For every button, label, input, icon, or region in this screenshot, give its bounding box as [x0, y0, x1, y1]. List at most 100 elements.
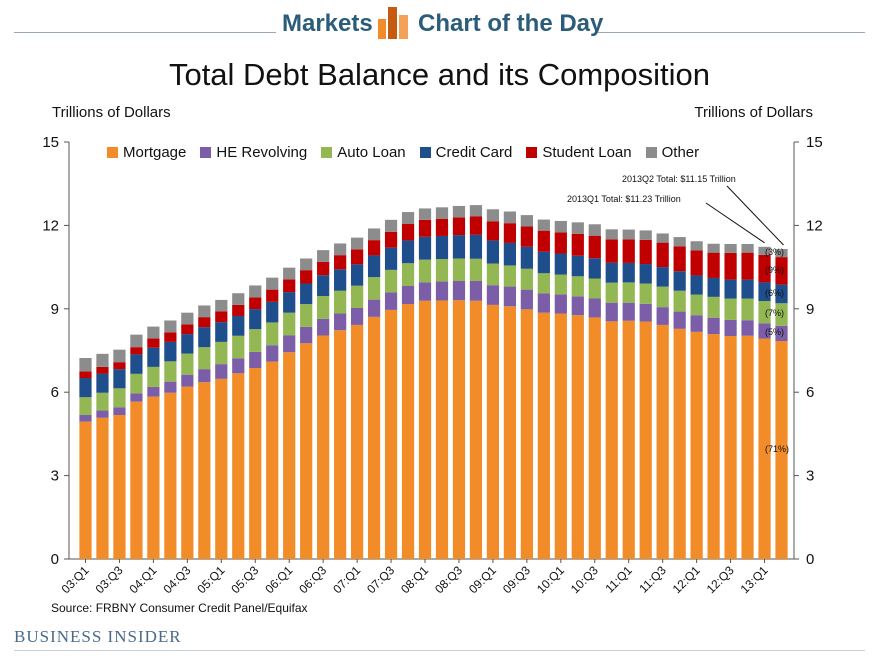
bar-segment-mortgage [198, 382, 211, 559]
bar-segment-other [537, 219, 550, 231]
bar-segment-student-loan [317, 261, 330, 276]
y-tick-label-left: 9 [51, 301, 59, 318]
bar-segment-he-revolving [775, 325, 788, 342]
bar-segment-mortgage [503, 306, 517, 559]
legend-item-credit-card: Credit Card [419, 144, 512, 161]
bar-segment-auto-loan [622, 282, 635, 303]
bar-segment-student-loan [537, 230, 550, 252]
legend-item-auto-loan: Auto Loan [321, 144, 406, 161]
bar-segment-student-loan [164, 332, 177, 342]
x-tick-label: 06:Q1 [262, 563, 295, 596]
x-tick-label: 13:Q1 [738, 563, 771, 596]
composition-label-student-loan: (9%) [765, 264, 785, 275]
bar-segment-mortgage [215, 378, 228, 559]
bar-segment-mortgage [384, 309, 398, 559]
bar-segment-credit-card [401, 240, 415, 264]
bar-segment-student-loan [283, 279, 296, 293]
bar-segment-other [350, 237, 364, 250]
bar-segment-student-loan [452, 217, 466, 236]
legend-item-he-revolving: HE Revolving [200, 144, 307, 161]
bar-segment-credit-card [215, 322, 228, 342]
bar-segment-auto-loan [113, 388, 126, 408]
bar-segment-student-loan [418, 219, 432, 237]
bar-segment-other [164, 320, 177, 333]
y-tick-label-right: 3 [806, 468, 814, 485]
bar-segment-mortgage [469, 300, 483, 559]
bar-segment-he-revolving [639, 303, 652, 322]
x-tick-label: 05:Q1 [194, 563, 227, 596]
bar-segment-student-loan [147, 338, 160, 348]
y-tick-label-left: 12 [42, 217, 59, 234]
bar-segment-credit-card [164, 341, 177, 362]
x-tick-label: 09:Q3 [500, 563, 533, 596]
y-tick-label-right: 15 [806, 134, 823, 151]
y-tick-label-left: 15 [42, 134, 59, 151]
bar-segment-student-loan [367, 240, 381, 256]
bar-segment-auto-loan [452, 258, 466, 281]
bar-segment-mortgage [147, 396, 160, 559]
bar-segment-auto-loan [571, 276, 584, 297]
legend-item-student-loan: Student Loan [526, 144, 632, 161]
bar-segment-auto-loan [317, 296, 330, 319]
bar-segment-credit-card [232, 316, 245, 336]
bar-segment-credit-card [283, 292, 296, 313]
y-tick-label-left: 0 [51, 551, 59, 568]
bar-segment-auto-loan [707, 296, 720, 318]
bar-segment-credit-card [249, 309, 262, 330]
bar-segment-student-loan [520, 226, 533, 247]
bar-segment-other [232, 293, 245, 305]
header-rule-left [14, 32, 276, 33]
chart-title: Total Debt Balance and its Composition [168, 57, 711, 92]
chart-of-day-logo-icon [378, 7, 408, 39]
bar-segment-auto-loan [283, 312, 296, 336]
bar-segment-credit-card [79, 378, 92, 398]
bar-segment-credit-card [469, 234, 483, 259]
bar-segment-credit-card [520, 246, 533, 269]
bar-segment-mortgage [317, 335, 330, 559]
bar-segment-he-revolving [690, 315, 703, 332]
bar-segment-mortgage [113, 414, 126, 559]
bar-segment-mortgage [486, 304, 500, 559]
bar-segment-mortgage [367, 316, 381, 559]
y-tick-label-left: 3 [51, 468, 59, 485]
bar-segment-he-revolving [401, 286, 415, 305]
x-tick-label: 11:Q3 [636, 563, 669, 596]
bar-segment-credit-card [96, 373, 109, 393]
bar-segment-mortgage [283, 352, 296, 559]
bar-segment-he-revolving [571, 296, 584, 316]
x-tick-label: 07:Q1 [330, 563, 363, 596]
bar-segment-credit-card [113, 369, 126, 389]
bar-segment-credit-card [707, 277, 720, 297]
bar-segment-auto-loan [537, 273, 550, 294]
bar-segment-other [435, 207, 449, 220]
bar-segment-student-loan [79, 371, 92, 379]
bar-segment-other [113, 349, 126, 363]
bar-segment-credit-card [571, 255, 584, 277]
bar-segment-he-revolving [317, 318, 330, 336]
bar-segment-credit-card [266, 301, 279, 323]
composition-label-auto-loan: (7%) [765, 308, 785, 319]
bar-segment-other [571, 222, 584, 234]
bar-segment-student-loan [334, 255, 347, 270]
bar-segment-other [469, 205, 483, 217]
x-tick-label: 12:Q3 [704, 563, 737, 596]
bar-segment-he-revolving [724, 319, 737, 337]
bar-segment-other [707, 243, 720, 253]
bar-segment-other [520, 215, 533, 227]
bar-segment-he-revolving [300, 326, 313, 344]
legend-label: Student Loan [542, 144, 632, 161]
bar-segment-credit-card [317, 275, 330, 297]
bar-segment-student-loan [215, 311, 228, 323]
bar-segment-mortgage [96, 417, 109, 559]
bar-segment-other [283, 267, 296, 280]
bar-segment-auto-loan [181, 353, 194, 375]
bar-segment-auto-loan [520, 268, 533, 290]
bar-segment-auto-loan [401, 263, 415, 287]
bar-segment-he-revolving [503, 286, 517, 307]
bar-segment-he-revolving [554, 294, 567, 314]
bar-segment-credit-card [690, 275, 703, 295]
bar-segment-auto-loan [232, 335, 245, 359]
bar-segment-he-revolving [758, 323, 771, 339]
bar-segment-credit-card [656, 267, 669, 287]
